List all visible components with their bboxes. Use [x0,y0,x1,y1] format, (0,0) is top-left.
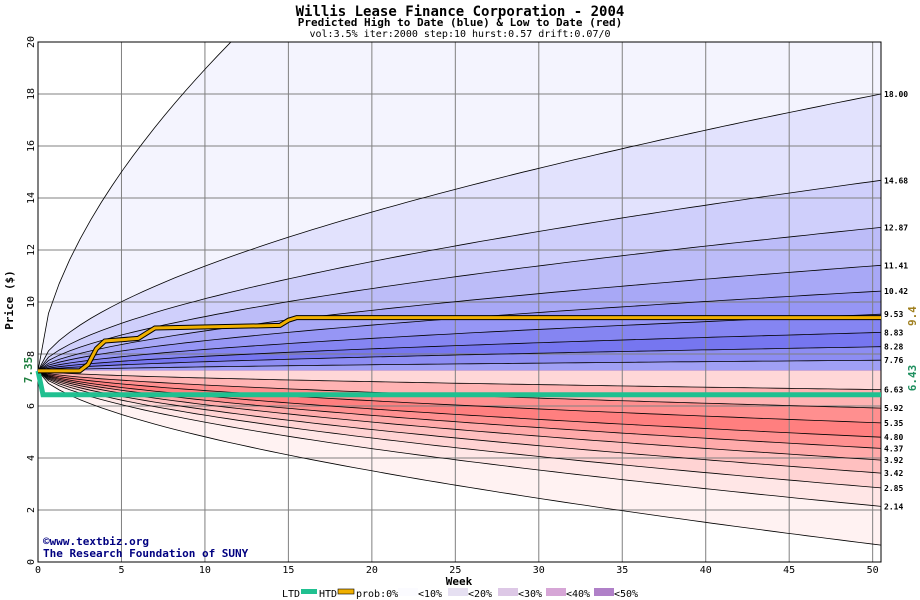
legend-htd-swatch [337,588,355,595]
quantile-labels: 7.76 8.28 8.83 9.53 10.42 11.41 12.87 14.68 18.0… [884,90,908,511]
quantile-value-label: 4.80 [884,433,903,442]
axis-ticks: 0 5 10 15 20 25 30 35 40 45 50 0 2 4 6 8 10 12 14 16 18 20 [26,36,879,576]
x-tick-label: 40 [700,565,712,576]
quantile-curve [38,370,881,461]
quantile-curve [38,370,881,489]
y-tick-label: 2 [26,507,37,513]
y-tick-label: 12 [26,244,37,256]
y-tick-label: 4 [26,455,37,461]
legend-ltd-label: LTD [282,589,300,600]
htd-line [38,316,881,373]
x-tick-label: 5 [118,565,124,576]
price-paths [35,315,881,398]
quantile-value-label: 2.85 [884,484,903,493]
legend-ltd-swatch [301,589,317,594]
chart-params: vol:3.5% iter:2000 step:10 hurst:0.57 dr… [309,29,610,40]
plot-frame [37,41,882,563]
current-high-label: 9.4 [906,306,919,326]
quantile-value-label: 12.87 [884,223,908,232]
quantile-curve [38,370,881,424]
legend-bin-swatch-5 [594,588,614,596]
quantile-value-label: 8.83 [884,328,903,337]
quantile-curve [38,179,881,372]
legend-bin-swatch-1 [398,588,418,596]
y-tick-label: 16 [26,140,37,152]
legend-prob-label: prob:0% [356,589,398,600]
quantile-curve [38,359,881,372]
quantile-curve [38,370,881,474]
x-tick-label: 50 [867,565,879,576]
quantile-value-label: 3.92 [884,456,903,465]
credit-organization: The Research Foundation of SUNY [43,547,249,560]
x-tick-label: 10 [199,565,211,576]
x-axis-label: Week [446,575,473,588]
y-tick-label: 20 [26,36,37,48]
high-band-1 [38,360,881,371]
x-tick-label: 30 [533,565,545,576]
quantile-value-label: 5.35 [884,419,903,428]
legend-htd-label: HTD [319,589,337,600]
quantile-curve [38,227,881,372]
grid-lines [37,41,882,563]
legend-bin-label-3: <30% [518,589,542,600]
legend-bin-swatch-4 [546,588,566,596]
x-tick-label: 15 [282,565,294,576]
legend-bin-label-5: <50% [614,589,638,600]
legend-bin-swatch-2 [448,588,468,596]
quantile-value-label: 5.92 [884,404,903,413]
quantile-curve [38,332,881,372]
quantile-value-label: 11.41 [884,261,908,270]
chart-subtitle: Predicted High to Date (blue) & Low to D… [298,16,623,29]
x-tick-label: 35 [616,565,628,576]
legend-bin-label-2: <20% [468,589,492,600]
y-tick-label: 0 [26,559,37,565]
y-tick-label: 8 [26,351,37,357]
y-tick-label: 14 [26,192,37,204]
x-tick-label: 25 [449,565,461,576]
quantile-value-label: 4.37 [884,444,903,453]
probability-bands [38,42,881,562]
legend: LTD HTD prob:0% <10% <20% <30% <40% <50% [282,588,638,600]
quantile-curve [38,370,881,390]
quantile-value-label: 6.63 [884,386,903,395]
legend-bin-swatch-3 [498,588,518,596]
quantile-value-label: 2.14 [884,502,903,511]
quantile-curve [38,370,881,507]
x-tick-label: 45 [783,565,795,576]
quantile-value-label: 18.00 [884,90,908,99]
low-band-1 [38,370,881,390]
quantile-value-label: 3.42 [884,469,903,478]
x-tick-label: 0 [35,565,41,576]
quantile-value-label: 10.42 [884,287,908,296]
chart-title: Willis Lease Finance Corporation - 2004 [296,4,625,20]
quantile-curve [38,93,881,372]
y-axis-label: Price ($) [3,270,16,330]
quantile-value-label: 7.76 [884,356,903,365]
quantile-value-label: 9.53 [884,310,903,319]
current-low-label: 6.43 [906,365,919,392]
y-tick-label: 18 [26,88,37,100]
legend-bin-label-4: <40% [566,589,590,600]
y-tick-label: 10 [26,296,37,308]
quantile-curve [38,346,881,372]
credit-copyright: ©www.textbiz.org [43,535,149,548]
quantile-value-label: 14.68 [884,176,908,185]
legend-bin-label-1: <10% [418,589,442,600]
x-tick-label: 20 [366,565,378,576]
quantile-curve [38,370,881,546]
ltd-line [35,370,881,398]
start-price-label: 7.35 [22,357,35,384]
quantile-curve [38,42,232,371]
quantile-value-label: 8.28 [884,343,903,352]
quantile-curve [38,264,881,372]
y-tick-label: 6 [26,403,37,409]
